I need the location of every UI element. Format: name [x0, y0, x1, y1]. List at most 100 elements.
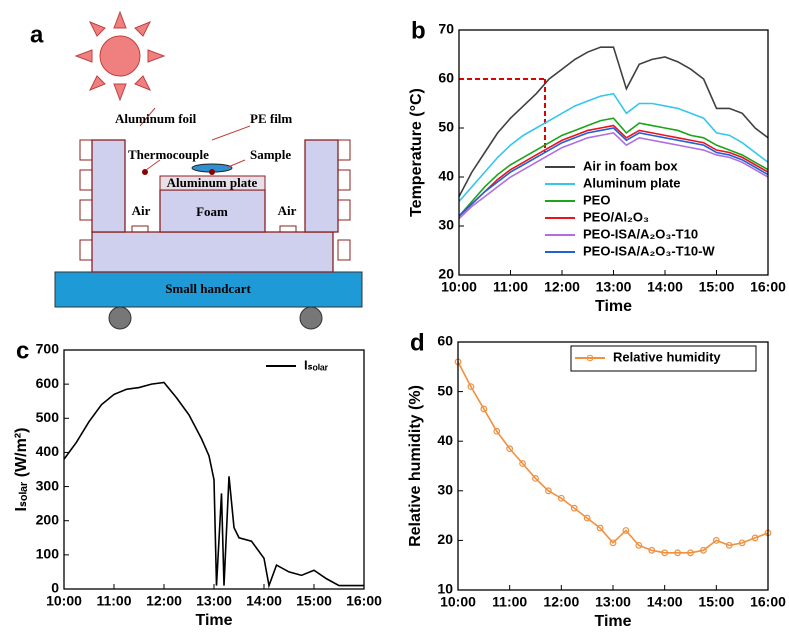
- x-tick-label: 16:00: [750, 279, 786, 295]
- legend-label: Air in foam box: [583, 158, 678, 173]
- series-line: [458, 117, 769, 217]
- y-tick-label: 40: [437, 432, 453, 448]
- point: [583, 514, 591, 522]
- base: [91, 231, 334, 273]
- point: [674, 549, 681, 557]
- panel-label: b: [411, 17, 426, 44]
- point: [622, 527, 630, 534]
- point: [712, 537, 720, 544]
- x-tick-label: 13:00: [596, 279, 632, 295]
- legend-label: Relative humidity: [613, 349, 721, 364]
- panel-label: d: [410, 329, 425, 356]
- point: [725, 541, 733, 549]
- y-tick-label: 30: [438, 217, 454, 233]
- diagram: a Aluminum foil PE film Thermocou: [30, 10, 363, 330]
- series-line: [458, 46, 769, 197]
- point: [467, 383, 475, 391]
- y-tick-label: 700: [36, 341, 60, 357]
- point: [751, 534, 759, 542]
- wheel: [108, 306, 132, 330]
- plot-frame: [458, 29, 769, 276]
- y-tick-label: 20: [437, 531, 453, 547]
- bricks: [79, 139, 351, 261]
- legend-label: PEO/Al₂O₃: [583, 209, 649, 224]
- legend-label: PEO: [583, 192, 610, 207]
- y-tick-label: 10: [437, 581, 453, 597]
- x-tick-label: 10:00: [46, 593, 82, 609]
- x-tick-label: 12:00: [544, 279, 580, 295]
- x-tick-label: 14:00: [647, 594, 683, 610]
- point: [648, 546, 656, 554]
- y-tick-label: 70: [438, 21, 454, 37]
- left-wall: [91, 139, 126, 233]
- x-tick-label: 12:00: [146, 593, 182, 609]
- y-axis-label: Iₛₒₗₐᵣ (W/m²): [13, 428, 30, 512]
- handcart: [54, 271, 363, 308]
- label: Aluminum plate: [167, 175, 258, 190]
- label: Sample: [250, 147, 291, 162]
- y-tick-label: 30: [437, 482, 453, 498]
- x-tick-label: 16:00: [750, 594, 786, 610]
- point: [480, 405, 488, 413]
- series-line: [63, 381, 364, 589]
- y-tick-label: 400: [36, 443, 60, 459]
- panel-label: c: [16, 337, 29, 364]
- series-line: [458, 127, 769, 217]
- point: [570, 504, 578, 512]
- point: [519, 460, 526, 467]
- series-line: [458, 92, 769, 203]
- aluminum-plate: [159, 175, 266, 191]
- sun: [74, 10, 166, 102]
- x-tick-label: 15:00: [698, 594, 734, 610]
- panel-label: a: [30, 21, 44, 48]
- y-tick-label: 300: [36, 477, 60, 493]
- legend-label: Aluminum plate: [583, 175, 681, 190]
- x-tick-label: 15:00: [296, 593, 332, 609]
- x-tick-label: 14:00: [246, 593, 282, 609]
- x-axis-label: Time: [594, 613, 631, 630]
- y-tick-label: 60: [438, 70, 454, 86]
- point: [687, 549, 694, 557]
- x-tick-label: 14:00: [647, 279, 683, 295]
- label: Air: [132, 203, 151, 218]
- x-tick-label: 13:00: [196, 593, 232, 609]
- y-tick-label: 40: [438, 168, 454, 184]
- y-axis-label: Relative humidity (%): [407, 385, 424, 547]
- x-tick-label: 10:00: [440, 594, 476, 610]
- point: [609, 539, 617, 547]
- thermocouple-dot: [142, 169, 148, 175]
- thermocouple-dot: [209, 169, 215, 175]
- y-tick-label: 200: [36, 511, 60, 527]
- point: [493, 427, 501, 435]
- label: Air: [278, 203, 297, 218]
- plot-frame: [63, 349, 365, 590]
- legend-label: Iₛₒₗₐᵣ: [304, 357, 329, 372]
- label: Foam: [196, 204, 228, 219]
- point: [557, 494, 565, 502]
- point: [661, 549, 669, 557]
- legend-label: PEO-ISA/A₂O₃-T10-W: [583, 243, 715, 258]
- point: [635, 541, 643, 549]
- y-axis-label: Temperature (°C): [408, 88, 425, 217]
- label: Aluminum foil: [115, 111, 197, 126]
- pointers: [139, 107, 251, 171]
- plot-frame: [457, 341, 769, 591]
- wheel: [299, 306, 323, 330]
- x-tick-label: 15:00: [699, 279, 735, 295]
- right-wall: [304, 139, 339, 233]
- x-tick-label: 11:00: [493, 279, 528, 295]
- point: [532, 475, 539, 482]
- x-axis-label: Time: [595, 298, 632, 315]
- y-tick-label: 50: [437, 382, 453, 398]
- point: [738, 539, 746, 547]
- legend-marker: [586, 354, 594, 362]
- y-tick-label: 500: [36, 409, 60, 425]
- y-tick-label: 50: [438, 119, 454, 135]
- y-tick-label: 600: [36, 375, 60, 391]
- y-tick-label: 0: [51, 580, 59, 596]
- y-tick-label: 60: [437, 333, 453, 349]
- x-tick-label: 12:00: [543, 594, 579, 610]
- x-tick-label: 10:00: [441, 279, 477, 295]
- label: Small handcart: [165, 281, 251, 296]
